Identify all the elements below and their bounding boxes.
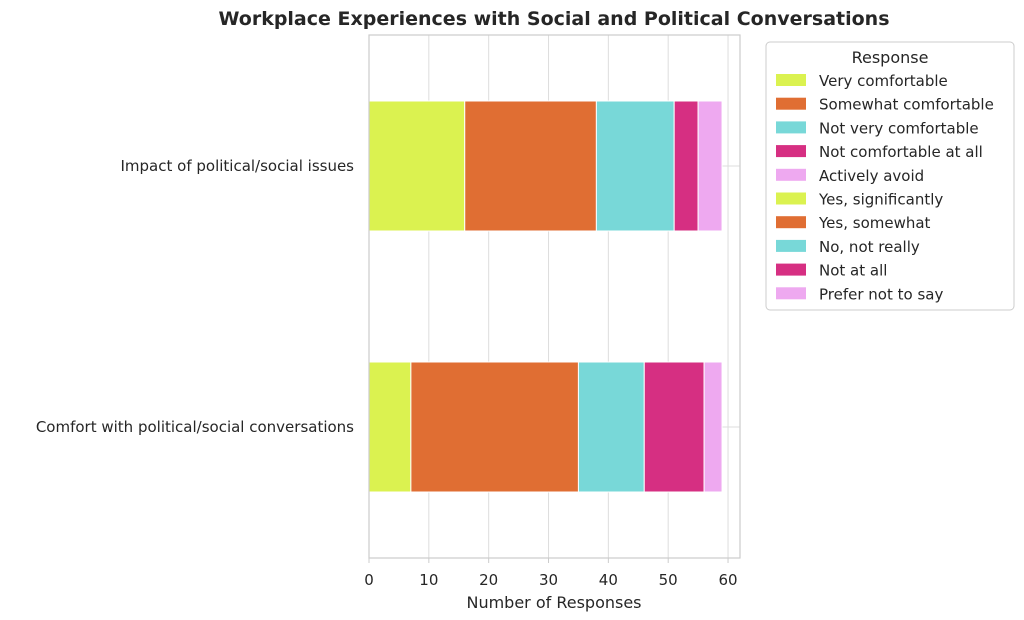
y-category-label: Comfort with political/social conversati… xyxy=(36,418,354,436)
bar xyxy=(595,100,675,232)
bar xyxy=(577,361,645,493)
legend-swatch xyxy=(776,287,806,300)
legend-swatch xyxy=(776,145,806,158)
bar xyxy=(643,361,705,493)
x-tick-label: 10 xyxy=(419,571,438,589)
legend-swatch xyxy=(776,97,806,110)
x-tick-label: 0 xyxy=(364,571,374,589)
x-tick-label: 40 xyxy=(599,571,618,589)
x-tick-label: 30 xyxy=(539,571,558,589)
legend-swatch xyxy=(776,168,806,181)
bar xyxy=(464,100,597,232)
bar xyxy=(697,100,723,232)
bars xyxy=(368,100,723,493)
plot-frame xyxy=(368,34,741,559)
legend-entry-label: Yes, somewhat xyxy=(818,214,931,232)
y-category-label: Impact of political/social issues xyxy=(121,157,355,175)
legend-entry-label: Not comfortable at all xyxy=(819,143,983,161)
legend-entry-label: Somewhat comfortable xyxy=(819,96,994,114)
legend-entry-label: Prefer not to say xyxy=(819,285,943,303)
legend-entry-label: Not very comfortable xyxy=(819,119,979,137)
bar xyxy=(703,361,723,493)
bar xyxy=(368,100,466,232)
legend-entry-label: Very comfortable xyxy=(819,72,948,90)
bar xyxy=(368,361,412,493)
legend-swatch xyxy=(776,216,806,229)
legend-swatch xyxy=(776,263,806,276)
x-tick-label: 50 xyxy=(659,571,678,589)
legend-entry-label: Actively avoid xyxy=(819,167,924,185)
legend: Response Very comfortable Somewhat comfor… xyxy=(765,41,1015,311)
x-tick-label: 20 xyxy=(479,571,498,589)
plot-border xyxy=(368,34,741,559)
bar xyxy=(410,361,579,493)
legend-entry-label: No, not really xyxy=(819,238,920,256)
x-tick-label: 60 xyxy=(718,571,737,589)
x-axis: 0 10 20 30 40 50 60 xyxy=(364,558,738,589)
chart-title: Workplace Experiences with Social and Po… xyxy=(218,8,889,30)
legend-swatch xyxy=(776,74,806,86)
bar xyxy=(673,100,699,232)
x-axis-label: Number of Responses xyxy=(466,593,641,612)
legend-swatch xyxy=(776,239,806,252)
legend-box xyxy=(765,41,1015,311)
legend-title: Response xyxy=(852,48,929,67)
y-axis: Impact of political/social issues Comfort… xyxy=(36,157,354,436)
legend-entry-label: Not at all xyxy=(819,262,887,280)
legend-entry-label: Yes, significantly xyxy=(818,191,943,209)
legend-swatch xyxy=(776,121,806,134)
legend-swatch xyxy=(776,192,806,205)
